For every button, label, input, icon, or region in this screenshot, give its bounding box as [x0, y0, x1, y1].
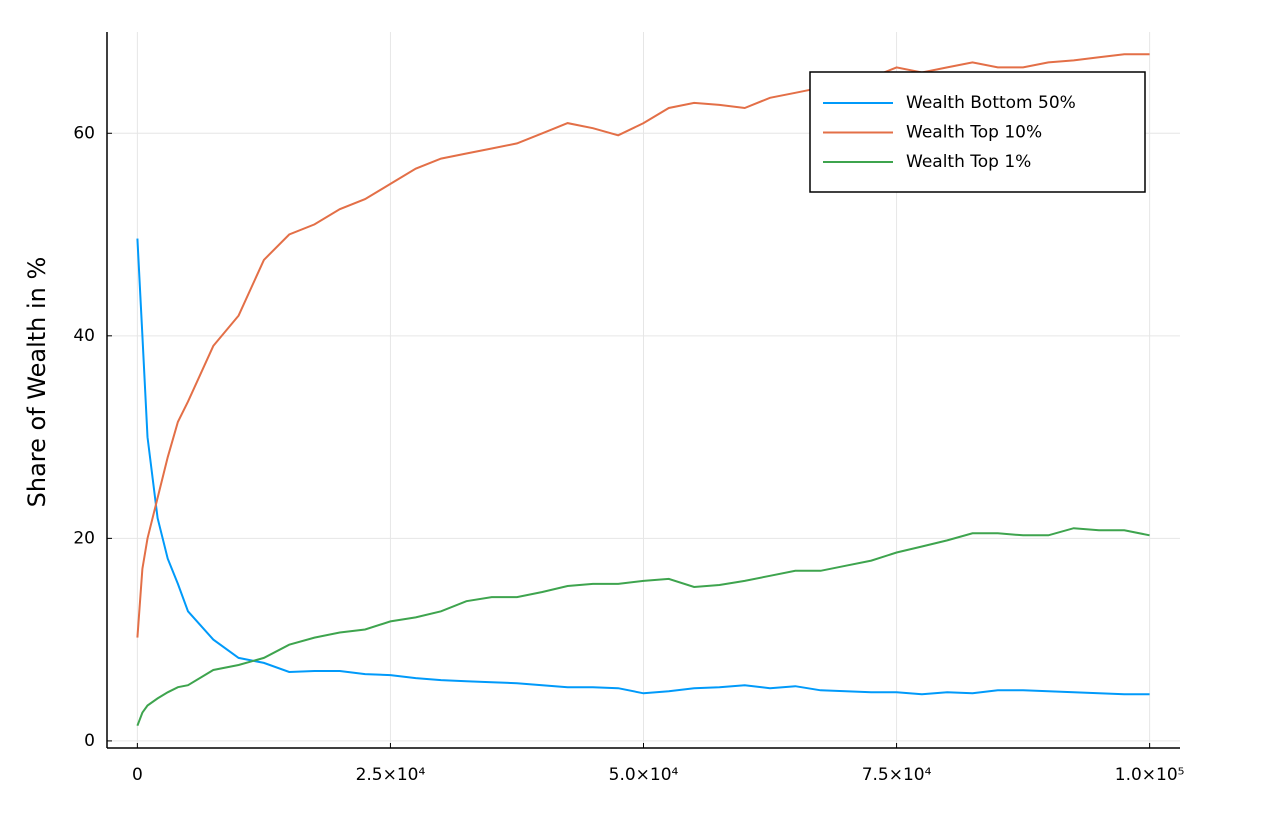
x-tick-label: 7.5×10⁴ — [862, 765, 932, 785]
x-tick-label: 1.0×10⁵ — [1115, 765, 1185, 785]
y-tick-label: 60 — [73, 123, 95, 143]
x-tick-label: 5.0×10⁴ — [609, 765, 679, 785]
legend-label: Wealth Top 1% — [906, 152, 1031, 172]
series-line — [136, 238, 1150, 696]
legend-label: Wealth Bottom 50% — [906, 93, 1076, 113]
legend: Wealth Bottom 50% Wealth Top 10% Wealth To… — [809, 71, 1146, 193]
x-tick-label: 2.5×10⁴ — [356, 765, 426, 785]
y-axis-label: Share of Wealth in % — [23, 257, 51, 508]
series-line — [136, 527, 1150, 727]
legend-label: Wealth Top 10% — [906, 123, 1042, 143]
y-tick-label: 20 — [73, 528, 95, 548]
series-line — [136, 53, 1150, 638]
y-tick-label: 0 — [84, 731, 95, 751]
y-tick-label: 40 — [73, 326, 95, 346]
x-tick-label: 0 — [132, 765, 143, 785]
